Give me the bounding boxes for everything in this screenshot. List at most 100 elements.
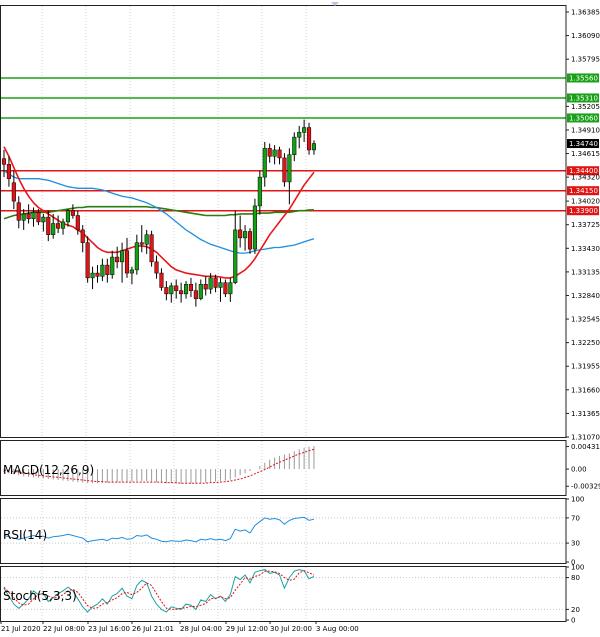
support-level-label: 1.34150 [569, 187, 598, 195]
candle-body [233, 229, 238, 283]
current-price-tag [567, 139, 599, 149]
current-price-label: 1.34740 [569, 140, 598, 148]
x-tick-label: 29 Jul 12:00 [226, 625, 268, 633]
candles [1, 119, 317, 307]
rsi-y-tick-label: 0 [571, 559, 575, 567]
candle-body [110, 256, 115, 275]
candle-body [90, 272, 95, 279]
candle-body [297, 132, 302, 138]
candle-body [287, 154, 292, 183]
candle-body [277, 149, 282, 159]
x-tick-label: 22 Jul 08:00 [43, 625, 85, 633]
candle-body [179, 290, 184, 295]
candle-body [306, 127, 312, 151]
axis-labels: 1.36385 1.36090 1.35795 1.35205 1.34910 1.346… [0, 9, 600, 633]
candle-body [252, 205, 257, 250]
candle-body [6, 164, 11, 179]
candle-body [115, 256, 120, 263]
candle-body [193, 290, 198, 299]
stoch-y-tick-label: 20 [571, 606, 580, 614]
macd-signal-line [3, 448, 315, 484]
y-tick-label: 1.33725 [571, 221, 600, 229]
candle-body [203, 284, 208, 290]
resistance-level-label: 1.35310 [569, 94, 598, 102]
resistance-level-label: 1.35560 [569, 74, 598, 82]
candle-body [56, 223, 61, 229]
moving-averages [3, 146, 315, 279]
candle-body [65, 210, 71, 223]
x-tick-label: 28 Jul 04:00 [180, 625, 222, 633]
candle-body [51, 223, 56, 235]
candle-body [302, 127, 307, 133]
ma-slow-line [3, 205, 314, 220]
candle-body [21, 213, 26, 221]
candle-body [292, 136, 297, 155]
stoch-y-tick-label: 0 [571, 617, 575, 625]
rsi-title: RSI(14) [3, 528, 47, 542]
y-tick-label: 1.36090 [571, 32, 600, 40]
candle-body [11, 182, 16, 202]
main-panel-frame [0, 5, 567, 438]
x-tick-label: 21 Jul 2020 [1, 625, 41, 633]
resistance-level-label: 1.35060 [569, 114, 598, 122]
stoch-panel-frame [0, 566, 567, 622]
candle-body [95, 272, 100, 277]
candle-body [159, 272, 164, 288]
candle-body [188, 284, 194, 291]
y-tick-label: 1.34615 [571, 150, 600, 158]
candle-body [26, 213, 31, 219]
candle-body [129, 269, 134, 274]
candle-body [169, 285, 174, 295]
macd-y-tick-label: -0.00329 [571, 483, 600, 491]
rsi-y-tick-label: 100 [571, 496, 584, 504]
candle-body [60, 221, 66, 229]
candle-body [223, 282, 228, 295]
candle-body [228, 282, 233, 295]
rsi-line [3, 516, 315, 543]
candle-body [31, 212, 36, 219]
rsi-y-tick-label: 30 [571, 540, 580, 548]
y-tick-label: 1.35795 [571, 56, 600, 64]
candle-body [134, 242, 139, 271]
y-tick-label: 1.34020 [571, 198, 600, 206]
ma-mid-line [3, 170, 315, 254]
candle-body [100, 264, 105, 277]
y-tick-label: 1.32250 [571, 339, 600, 347]
y-tick-label: 1.31660 [571, 386, 600, 394]
candle-body [174, 285, 179, 291]
candle-body [1, 158, 7, 165]
x-tick-label: 26 Jul 21:01 [132, 625, 174, 633]
y-tick-label: 1.33135 [571, 268, 600, 276]
y-tick-label: 1.32840 [571, 292, 600, 300]
candle-body [257, 176, 262, 207]
resistance-level-tag [567, 113, 599, 123]
stoch-d-line [3, 570, 315, 610]
rsi-panel-frame [0, 498, 567, 564]
candle-body [238, 229, 243, 239]
candle-body [36, 212, 41, 223]
stoch-y-tick-label: 80 [571, 574, 580, 582]
candle-body [243, 231, 248, 239]
y-tick-label: 1.36385 [571, 9, 600, 17]
support-level-tag [567, 206, 599, 216]
candle-body [70, 210, 75, 216]
candle-body [149, 234, 154, 263]
ma-fast-line [3, 146, 315, 279]
panel-frames [0, 5, 567, 622]
indicators [3, 446, 315, 613]
support-level-tag [567, 186, 599, 196]
candle-body [154, 261, 159, 274]
support-level-label: 1.34400 [569, 167, 598, 175]
y-tick-label: 1.31955 [571, 363, 600, 371]
candle-body [41, 216, 46, 223]
candle-body [272, 149, 277, 157]
candle-body [267, 148, 272, 157]
stoch-k-line [3, 569, 315, 613]
macd-title: MACD(12,26,9) [3, 463, 94, 477]
macd-y-tick-label: 0.00 [571, 466, 587, 474]
y-tick-label: 1.34910 [571, 126, 600, 134]
candle-body [144, 234, 149, 245]
x-tick-label: 23 Jul 16:00 [88, 625, 130, 633]
scroll-marker-icon[interactable] [331, 2, 339, 6]
